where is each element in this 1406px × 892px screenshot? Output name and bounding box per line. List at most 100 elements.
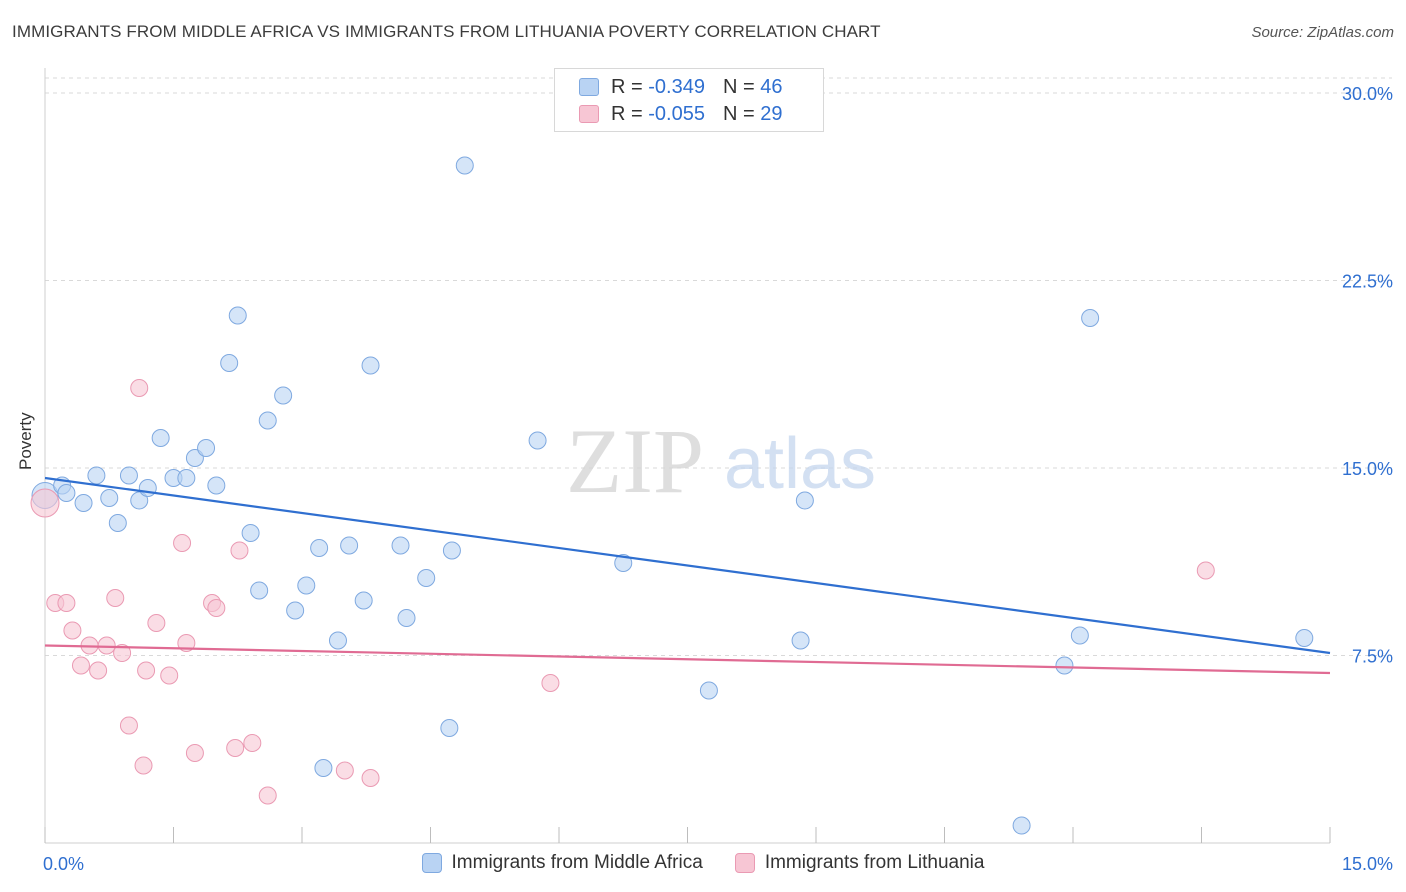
point-middle-africa[interactable]	[258, 411, 277, 430]
r-value: -0.055	[648, 102, 705, 125]
point-middle-africa[interactable]	[614, 554, 633, 572]
stats-legend-row-middle-africa: R = -0.349 N = 46	[579, 74, 782, 100]
point-lithuania[interactable]	[185, 744, 204, 762]
legend-item-lithuania[interactable]: Immigrants from Lithuania	[734, 852, 985, 874]
point-middle-africa[interactable]	[397, 609, 416, 627]
point-middle-africa[interactable]	[455, 156, 474, 175]
point-middle-africa[interactable]	[100, 489, 119, 507]
point-middle-africa[interactable]	[1081, 309, 1100, 327]
point-middle-africa[interactable]	[340, 536, 359, 555]
point-middle-africa[interactable]	[440, 719, 459, 737]
point-middle-africa[interactable]	[297, 576, 316, 595]
point-middle-africa[interactable]	[57, 484, 76, 502]
point-lithuania[interactable]	[335, 761, 354, 780]
watermark-atlas: atlas	[724, 424, 876, 504]
point-lithuania[interactable]	[97, 636, 116, 655]
point-lithuania[interactable]	[160, 666, 179, 685]
point-lithuania[interactable]	[113, 644, 132, 662]
point-middle-africa[interactable]	[274, 386, 293, 405]
point-middle-africa[interactable]	[177, 469, 196, 487]
point-lithuania[interactable]	[230, 541, 249, 560]
watermark-zip: ZIP	[566, 410, 704, 512]
point-lithuania[interactable]	[258, 786, 277, 805]
point-middle-africa[interactable]	[314, 759, 333, 777]
point-lithuania[interactable]	[57, 594, 76, 612]
point-middle-africa[interactable]	[391, 536, 410, 555]
point-middle-africa[interactable]	[795, 491, 814, 510]
point-lithuania[interactable]	[119, 716, 138, 735]
point-lithuania[interactable]	[106, 589, 125, 607]
point-lithuania[interactable]	[207, 599, 226, 617]
legend-label-middle-africa: Immigrants from Middle Africa	[451, 852, 703, 873]
point-lithuania[interactable]	[130, 379, 149, 397]
point-lithuania[interactable]	[30, 488, 60, 518]
point-lithuania[interactable]	[1196, 561, 1215, 580]
point-middle-africa[interactable]	[138, 479, 157, 497]
point-middle-africa[interactable]	[108, 514, 127, 532]
point-middle-africa[interactable]	[119, 466, 138, 485]
point-middle-africa[interactable]	[310, 539, 329, 557]
point-lithuania[interactable]	[147, 614, 166, 632]
point-lithuania[interactable]	[71, 656, 90, 675]
point-middle-africa[interactable]	[361, 356, 380, 375]
point-middle-africa[interactable]	[74, 494, 93, 512]
watermark: ZIP atlas	[566, 410, 876, 512]
point-middle-africa[interactable]	[241, 524, 260, 542]
legend-swatch-blue	[421, 853, 442, 873]
series-legend: Immigrants from Middle Africa Immigrants…	[0, 852, 1406, 874]
point-middle-africa[interactable]	[207, 476, 226, 495]
n-value: 46	[760, 75, 783, 98]
y-tick-label-2: 22.5%	[1342, 272, 1393, 292]
point-middle-africa[interactable]	[151, 429, 170, 447]
n-value: 29	[760, 102, 783, 125]
point-middle-africa[interactable]	[1012, 816, 1031, 835]
point-middle-africa[interactable]	[442, 541, 461, 560]
point-lithuania[interactable]	[137, 661, 156, 680]
r-label: R =	[611, 75, 643, 98]
point-middle-africa[interactable]	[417, 569, 436, 587]
trendlines	[44, 476, 1331, 675]
x-tick-labels: 0.0% 15.0%	[43, 854, 1393, 874]
y-tick-label-3: 30.0%	[1342, 84, 1393, 104]
r-value: -0.349	[648, 75, 705, 98]
point-lithuania[interactable]	[177, 634, 196, 652]
legend-swatch-pink	[579, 105, 599, 123]
point-lithuania[interactable]	[63, 621, 82, 640]
legend-item-middle-africa[interactable]: Immigrants from Middle Africa	[421, 852, 703, 874]
point-middle-africa[interactable]	[528, 431, 547, 450]
point-middle-africa[interactable]	[250, 581, 269, 600]
point-lithuania[interactable]	[226, 739, 245, 757]
n-label: N =	[722, 75, 755, 98]
point-middle-africa[interactable]	[1070, 626, 1089, 645]
point-lithuania[interactable]	[173, 534, 192, 552]
series-lithuania-points	[30, 379, 1215, 805]
trendline-lithuania	[44, 644, 1331, 675]
point-middle-africa[interactable]	[130, 491, 149, 510]
point-middle-africa[interactable]	[791, 631, 810, 650]
point-lithuania[interactable]	[243, 734, 262, 752]
point-middle-africa[interactable]	[699, 681, 718, 700]
point-lithuania[interactable]	[361, 769, 380, 787]
point-lithuania[interactable]	[541, 674, 560, 692]
stats-legend: R = -0.349 N = 46 R = -0.055 N = 29	[554, 68, 824, 132]
x-tick-label-max: 15.0%	[1342, 854, 1393, 874]
point-middle-africa[interactable]	[220, 354, 239, 372]
chart-title: IMMIGRANTS FROM MIDDLE AFRICA VS IMMIGRA…	[12, 22, 881, 41]
point-middle-africa[interactable]	[87, 466, 106, 485]
point-middle-africa[interactable]	[286, 601, 305, 620]
point-lithuania[interactable]	[89, 661, 108, 680]
y-tick-labels: 7.5% 15.0% 22.5% 30.0%	[1342, 84, 1393, 667]
x-tick-label-min: 0.0%	[43, 854, 84, 874]
point-middle-africa[interactable]	[1295, 629, 1314, 647]
point-middle-africa[interactable]	[354, 591, 373, 610]
r-label: R =	[611, 102, 643, 125]
stats-legend-row-lithuania: R = -0.055 N = 29	[579, 101, 782, 127]
point-middle-africa[interactable]	[328, 631, 347, 650]
point-middle-africa[interactable]	[1055, 656, 1074, 675]
point-lithuania[interactable]	[134, 756, 153, 775]
legend-label-lithuania: Immigrants from Lithuania	[764, 852, 985, 873]
point-middle-africa[interactable]	[228, 306, 247, 325]
point-middle-africa[interactable]	[197, 439, 216, 457]
axes	[44, 68, 1331, 844]
